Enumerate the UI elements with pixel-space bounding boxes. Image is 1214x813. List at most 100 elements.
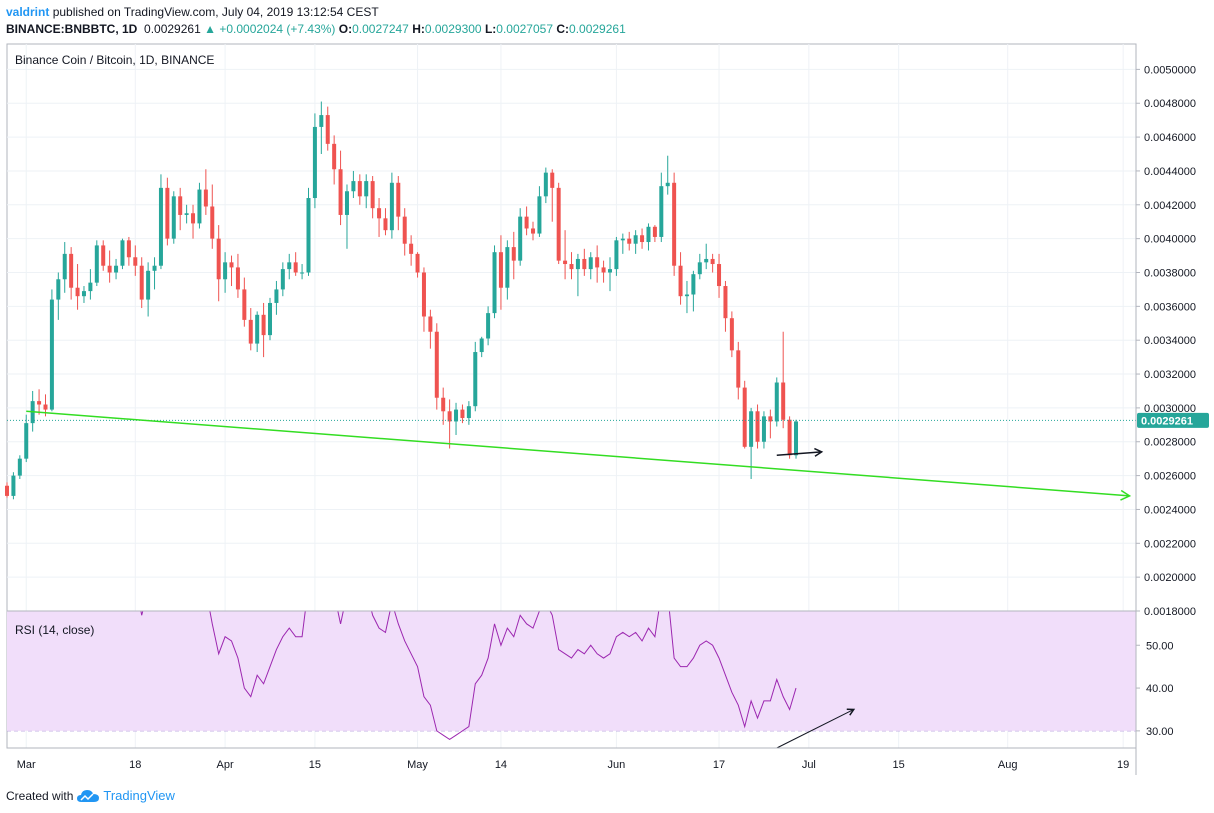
price-tick-label: 0.0036000	[1144, 301, 1196, 313]
candle-body	[518, 216, 523, 261]
candle-body	[107, 265, 112, 273]
candle-body	[588, 257, 593, 270]
created-with-text: Created with	[6, 788, 74, 803]
candle-body	[11, 475, 16, 496]
price-tick-label: 0.0048000	[1144, 98, 1196, 110]
candle-body	[768, 416, 773, 422]
low-label: L:	[484, 22, 497, 36]
candle-body	[633, 235, 638, 244]
candle-body	[216, 238, 221, 280]
candle-body	[37, 401, 42, 405]
rsi-band	[7, 611, 1136, 731]
time-tick-label: May	[407, 759, 428, 771]
price-tick-label: 0.0034000	[1144, 335, 1196, 347]
candle-body	[640, 235, 645, 243]
candle-body	[332, 143, 337, 170]
candles-group	[5, 101, 799, 500]
time-axis[interactable]: Mar 18 Apr 15 May 14 Jun 17 Jul 15 Aug 19	[17, 759, 1130, 771]
candle-body	[325, 115, 330, 144]
candle-body	[49, 299, 54, 410]
candle-body	[203, 189, 208, 207]
candle-body	[441, 397, 446, 412]
time-tick-label: 14	[495, 759, 507, 771]
high-value: 0.0029300	[424, 22, 482, 36]
candle-body	[312, 126, 317, 199]
candle-body	[178, 196, 183, 215]
candle-body	[761, 416, 766, 442]
candle-body	[152, 265, 157, 271]
candle-body	[287, 262, 292, 270]
candle-body	[338, 169, 343, 215]
candle-body	[120, 240, 125, 266]
candle-body	[396, 182, 401, 217]
price-tick-label: 0.0032000	[1144, 369, 1196, 381]
candle-body	[794, 421, 799, 456]
tradingview-link[interactable]: TradingView	[103, 788, 175, 803]
chart-title: Binance Coin / Bitcoin, 1D, BINANCE	[15, 53, 214, 67]
candle-body	[409, 243, 414, 254]
author-link[interactable]: valdrint	[6, 5, 50, 19]
candle-body	[582, 258, 587, 270]
candle-body	[466, 406, 471, 419]
candle-body	[595, 257, 600, 268]
low-value: 0.0027057	[496, 22, 553, 36]
rsi-tick-label: 50.00	[1146, 640, 1174, 652]
trendline-group[interactable]	[26, 410, 1132, 501]
time-tick-label: Jul	[802, 759, 816, 771]
price-tick-label: 0.0050000	[1144, 64, 1196, 76]
candle-body	[531, 228, 536, 234]
footer: Created with TradingView	[6, 788, 175, 803]
time-tick-label: 15	[309, 759, 321, 771]
candle-body	[126, 240, 131, 258]
candle-body	[62, 253, 67, 280]
candle-body	[344, 191, 349, 215]
candle-body	[428, 316, 433, 332]
open-value: 0.0027247	[352, 22, 409, 36]
candle-body	[511, 247, 516, 261]
candle-body	[242, 289, 247, 320]
candle-body	[146, 270, 151, 300]
candle-body	[300, 272, 305, 274]
candle-body	[492, 252, 497, 314]
candle-body	[684, 294, 689, 297]
candle-body	[364, 181, 369, 197]
candle-body	[402, 216, 407, 244]
rsi-axis[interactable]: 50.00 40.00 30.00	[1136, 640, 1174, 738]
time-tick-label: Jun	[608, 759, 626, 771]
candle-body	[383, 218, 388, 231]
candle-body	[248, 319, 253, 344]
candle-body	[486, 313, 491, 339]
candle-body	[774, 382, 779, 422]
price-axis[interactable]: 0.0050000 0.0048000 0.0046000 0.0044000 0.00…	[1136, 64, 1196, 618]
candle-body	[460, 409, 465, 419]
candle-body	[614, 240, 619, 270]
price-tick-label: 0.0020000	[1144, 572, 1196, 584]
candle-body	[261, 314, 266, 336]
rsi-annotation-arrow[interactable]	[776, 709, 854, 749]
price-annotation-arrow[interactable]	[776, 451, 822, 457]
candle-body	[787, 419, 792, 456]
candle-body	[607, 269, 612, 273]
change-value: +0.0002024 (+7.43%)	[219, 22, 336, 36]
candle-body	[114, 265, 119, 273]
candle-body	[454, 409, 459, 422]
candle-body	[24, 423, 29, 459]
open-label: O:	[338, 22, 353, 36]
candle-body	[550, 172, 555, 188]
candle-body	[389, 182, 394, 231]
rsi-title: RSI (14, close)	[15, 623, 94, 637]
candle-body	[543, 172, 548, 197]
candle-body	[749, 411, 754, 447]
candle-body	[75, 287, 80, 297]
candle-body	[158, 187, 163, 266]
candle-body	[678, 265, 683, 297]
support-trendline[interactable]	[26, 410, 1130, 497]
rsi-group	[140, 611, 856, 749]
price-tick-label: 0.0044000	[1144, 166, 1196, 178]
time-tick-label: 18	[129, 759, 141, 771]
candle-body	[556, 187, 561, 261]
published-text: published on TradingView.com, July 04, 2…	[52, 5, 379, 19]
candle-body	[736, 350, 741, 388]
candle-body	[415, 253, 420, 273]
